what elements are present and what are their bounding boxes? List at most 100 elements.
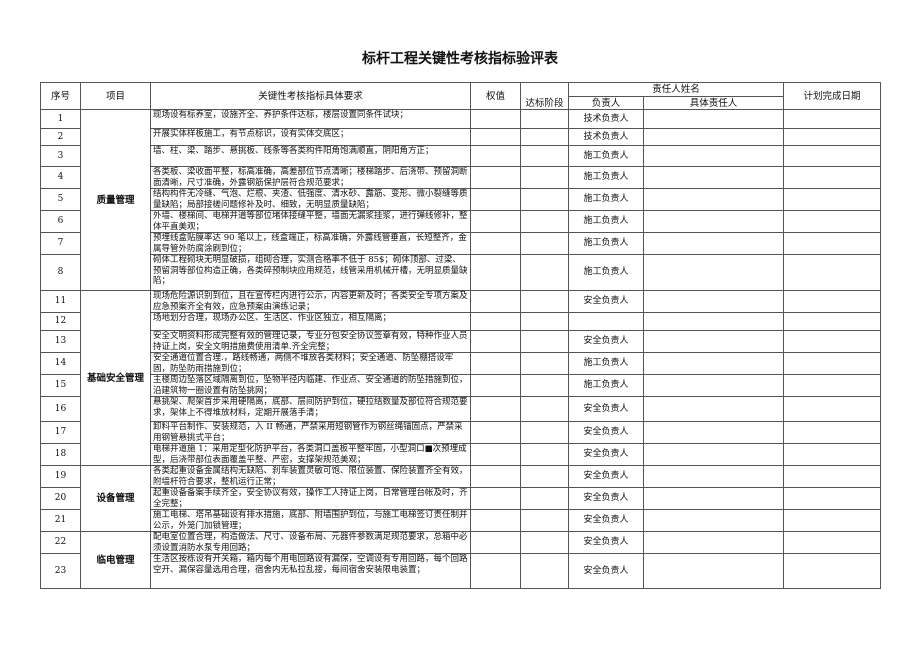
planned-date-cell[interactable]	[783, 254, 882, 291]
planned-date-cell[interactable]	[783, 330, 882, 353]
planned-date-cell[interactable]	[783, 396, 882, 422]
stage-cell[interactable]	[520, 443, 569, 466]
specific-responsible-cell[interactable]	[642, 166, 785, 189]
planned-date-cell[interactable]	[783, 109, 882, 129]
specific-responsible-cell[interactable]	[642, 396, 785, 422]
specific-responsible-cell[interactable]	[642, 145, 785, 167]
planned-date-cell[interactable]	[783, 145, 882, 167]
weight-cell[interactable]	[470, 352, 521, 375]
stage-cell[interactable]	[520, 145, 569, 167]
planned-date-cell[interactable]	[783, 352, 882, 375]
planned-date-cell[interactable]	[783, 374, 882, 397]
weight-cell[interactable]	[470, 145, 521, 167]
stage-cell[interactable]	[520, 188, 569, 211]
planned-date-cell[interactable]	[783, 210, 882, 233]
stage-cell[interactable]	[520, 312, 569, 331]
specific-responsible-cell[interactable]	[642, 128, 785, 146]
specific-responsible-cell[interactable]	[642, 312, 785, 331]
lead-cell: 施工负责人	[568, 166, 644, 189]
planned-date-cell[interactable]	[783, 166, 882, 189]
weight-cell[interactable]	[470, 290, 521, 313]
weight-cell[interactable]	[470, 374, 521, 397]
specific-responsible-cell[interactable]	[642, 330, 785, 353]
weight-cell[interactable]	[470, 330, 521, 353]
weight-cell[interactable]	[470, 531, 521, 554]
row-number: 7	[40, 232, 81, 255]
stage-cell[interactable]	[520, 396, 569, 422]
specific-responsible-cell[interactable]	[642, 531, 785, 554]
specific-responsible-cell[interactable]	[642, 210, 785, 233]
weight-cell[interactable]	[470, 443, 521, 466]
weight-cell[interactable]	[470, 166, 521, 189]
planned-date-cell[interactable]	[783, 312, 882, 331]
specific-responsible-cell[interactable]	[642, 254, 785, 291]
specific-responsible-cell[interactable]	[642, 443, 785, 466]
planned-date-cell[interactable]	[783, 443, 882, 466]
header-specific: 具体责任人	[642, 96, 785, 110]
stage-cell[interactable]	[520, 166, 569, 189]
weight-cell[interactable]	[470, 509, 521, 532]
table-row: 15 主楼周边坠落区域隔离到位，坠物半径内临建、作业点、安全通道的防坠措施到位，沿…	[40, 374, 882, 397]
stage-cell[interactable]	[520, 487, 569, 510]
weight-cell[interactable]	[470, 312, 521, 331]
lead-cell: 技术负责人	[568, 109, 644, 129]
row-number: 13	[40, 330, 81, 353]
planned-date-cell[interactable]	[783, 128, 882, 146]
planned-date-cell[interactable]	[783, 421, 882, 444]
stage-cell[interactable]	[520, 232, 569, 255]
lead-cell: 施工负责人	[568, 374, 644, 397]
specific-responsible-cell[interactable]	[642, 487, 785, 510]
stage-cell[interactable]	[520, 290, 569, 313]
table-body: 1 质量管理 现场设有标养室，设施齐全、养护条件达标，楼层设置同条件试块； 技术负责人…	[40, 109, 882, 589]
row-number: 22	[40, 531, 81, 554]
stage-cell[interactable]	[520, 509, 569, 532]
stage-cell[interactable]	[520, 553, 569, 589]
stage-cell[interactable]	[520, 254, 569, 291]
weight-cell[interactable]	[470, 421, 521, 444]
weight-cell[interactable]	[470, 109, 521, 129]
specific-responsible-cell[interactable]	[642, 465, 785, 488]
table-row: 22 临电管理 配电室位置合理，构造做法、尺寸、设备布局、元器件参数满足规范要求，总…	[40, 531, 882, 589]
row-number: 12	[40, 312, 81, 331]
specific-responsible-cell[interactable]	[642, 188, 785, 211]
weight-cell[interactable]	[470, 396, 521, 422]
stage-cell[interactable]	[520, 109, 569, 129]
planned-date-cell[interactable]	[783, 531, 882, 554]
weight-cell[interactable]	[470, 254, 521, 291]
specific-responsible-cell[interactable]	[642, 352, 785, 375]
planned-date-cell[interactable]	[783, 465, 882, 488]
stage-cell[interactable]	[520, 465, 569, 488]
stage-cell[interactable]	[520, 210, 569, 233]
group-label: 质量管理	[80, 109, 151, 291]
stage-cell[interactable]	[520, 128, 569, 146]
weight-cell[interactable]	[470, 553, 521, 589]
table-row: 8 砌体工程砌块无明显破损，组砌合理，实测合格率不低于 85$；砌体顶部、过梁、预…	[40, 254, 882, 291]
stage-cell[interactable]	[520, 421, 569, 444]
row-number: 21	[40, 509, 81, 532]
weight-cell[interactable]	[470, 188, 521, 211]
weight-cell[interactable]	[470, 210, 521, 233]
weight-cell[interactable]	[470, 232, 521, 255]
requirement-text: 现场设有标养室，设施齐全、养护条件达标，楼层设置同条件试块；	[150, 109, 471, 129]
specific-responsible-cell[interactable]	[642, 109, 785, 129]
stage-cell[interactable]	[520, 374, 569, 397]
stage-cell[interactable]	[520, 352, 569, 375]
specific-responsible-cell[interactable]	[642, 509, 785, 532]
weight-cell[interactable]	[470, 487, 521, 510]
planned-date-cell[interactable]	[783, 232, 882, 255]
group-label: 设备管理	[80, 465, 151, 532]
specific-responsible-cell[interactable]	[642, 421, 785, 444]
weight-cell[interactable]	[470, 465, 521, 488]
planned-date-cell[interactable]	[783, 509, 882, 532]
planned-date-cell[interactable]	[783, 188, 882, 211]
stage-cell[interactable]	[520, 330, 569, 353]
planned-date-cell[interactable]	[783, 487, 882, 510]
specific-responsible-cell[interactable]	[642, 553, 785, 589]
specific-responsible-cell[interactable]	[642, 232, 785, 255]
specific-responsible-cell[interactable]	[642, 290, 785, 313]
specific-responsible-cell[interactable]	[642, 374, 785, 397]
weight-cell[interactable]	[470, 128, 521, 146]
stage-cell[interactable]	[520, 531, 569, 554]
planned-date-cell[interactable]	[783, 290, 882, 313]
planned-date-cell[interactable]	[783, 553, 882, 589]
